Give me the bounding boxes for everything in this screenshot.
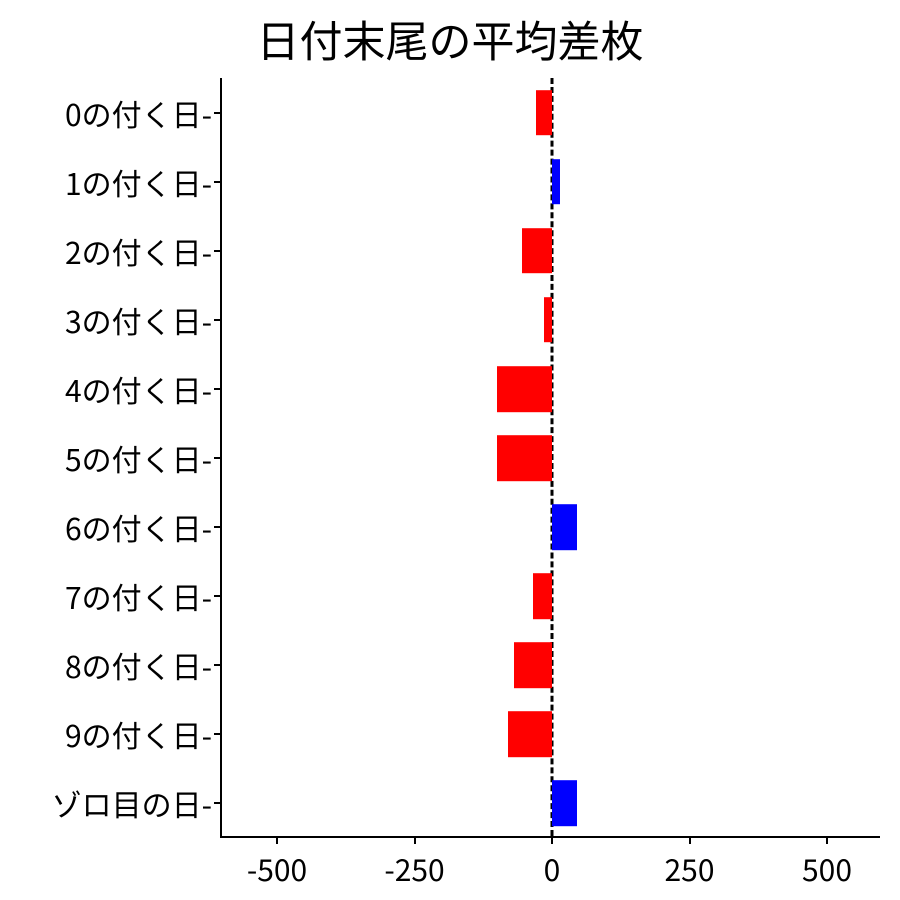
bar: [552, 504, 577, 550]
bar: [508, 712, 552, 758]
x-tick-label: 0: [544, 836, 561, 890]
bar: [552, 159, 560, 205]
y-tick-label: 0の付く日-: [65, 91, 222, 135]
y-tick-label: 8の付く日-: [65, 643, 222, 687]
y-tick-label: 9の付く日-: [65, 712, 222, 756]
bar: [544, 297, 552, 343]
x-tick-label: 250: [665, 836, 715, 890]
x-tick-label: -500: [247, 836, 307, 890]
x-tick-label: -250: [384, 836, 444, 890]
chart-container: 日付末尾の平均差枚 -500-25002505000の付く日-1の付く日-2の付…: [0, 0, 900, 900]
bar: [497, 366, 552, 412]
bar: [514, 642, 553, 688]
bar: [552, 781, 577, 827]
y-tick-label: 6の付く日-: [65, 505, 222, 549]
bar: [497, 435, 552, 481]
y-tick-label: 1の付く日-: [65, 160, 222, 204]
bar: [522, 228, 552, 274]
y-tick-label: 5の付く日-: [65, 436, 222, 480]
y-tick-label: ゾロ目の日-: [52, 781, 222, 825]
plot-area: -500-25002505000の付く日-1の付く日-2の付く日-3の付く日-4…: [220, 78, 880, 838]
x-tick-label: 500: [802, 836, 852, 890]
y-tick-label: 7の付く日-: [65, 574, 222, 618]
y-tick-label: 2の付く日-: [65, 229, 222, 273]
y-tick-label: 3の付く日-: [65, 298, 222, 342]
bar: [536, 90, 553, 136]
bar: [533, 573, 552, 619]
y-tick-label: 4の付く日-: [65, 367, 222, 411]
chart-title: 日付末尾の平均差枚: [0, 8, 900, 70]
